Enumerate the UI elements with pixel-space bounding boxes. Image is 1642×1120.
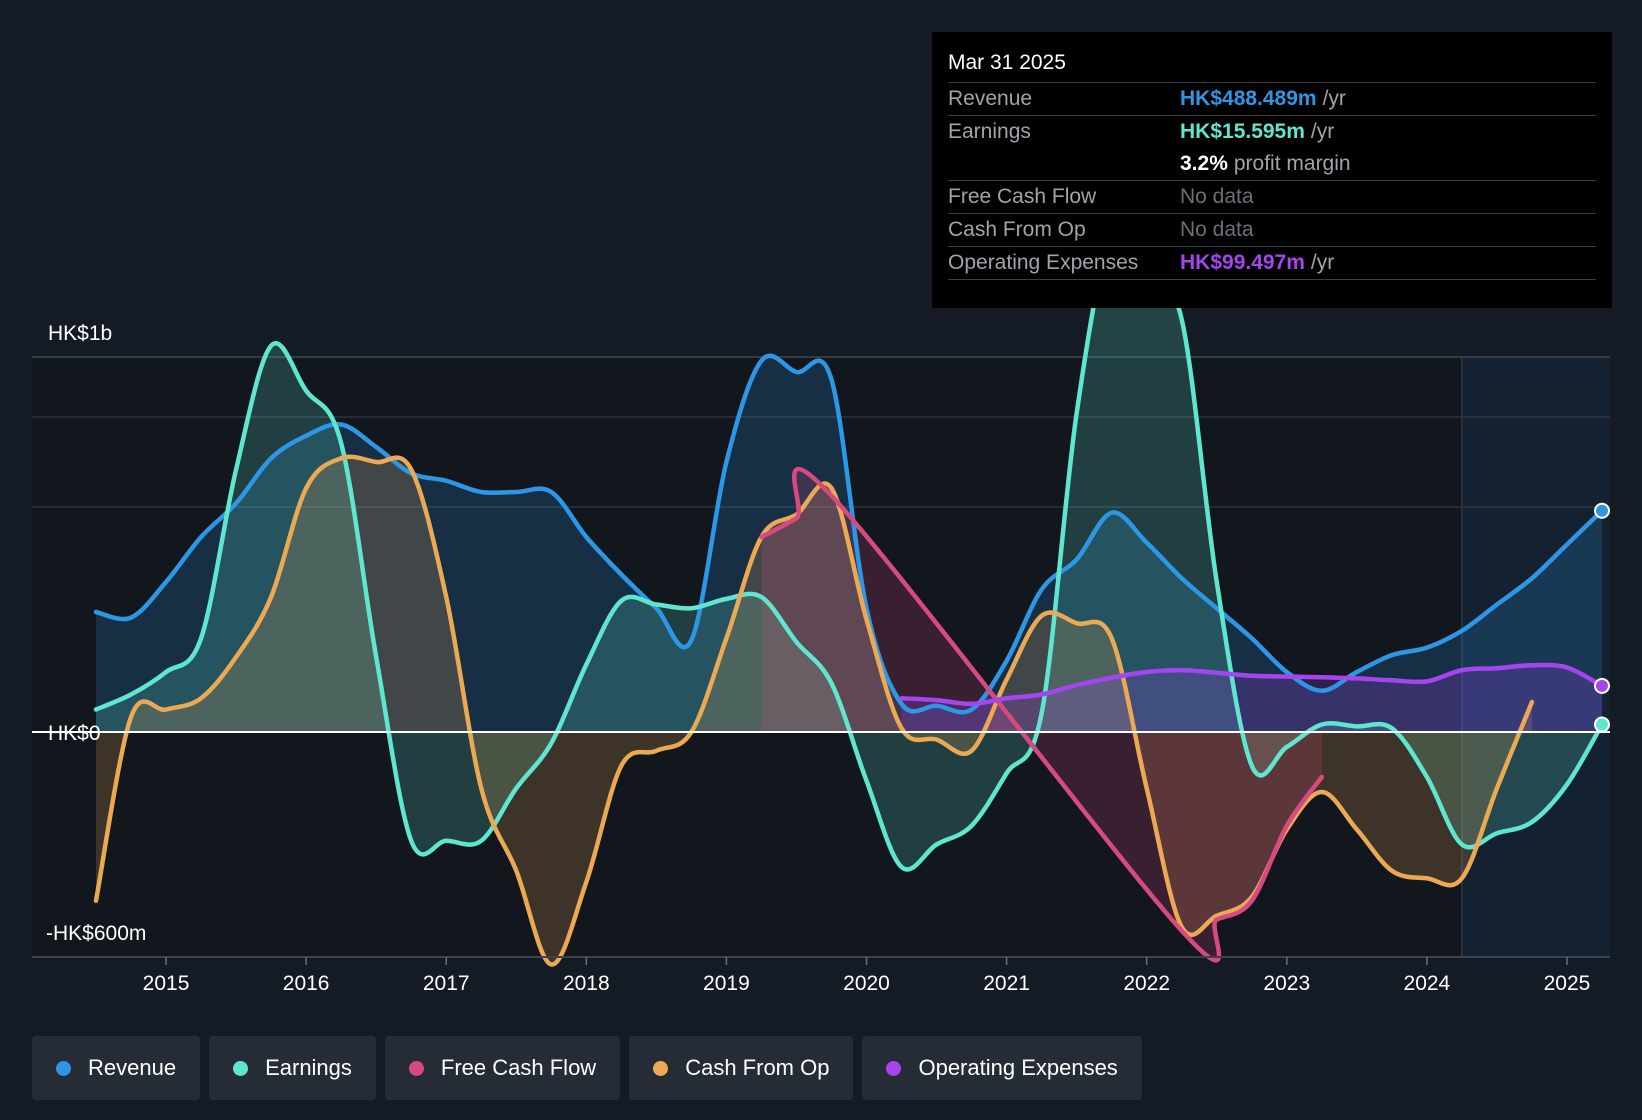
operating-expenses-dot-icon (886, 1060, 902, 1076)
legend-label-earnings: Earnings (265, 1055, 352, 1080)
tooltip-opex-unit: /yr (1310, 251, 1335, 274)
operating-expenses-end-marker (1594, 677, 1610, 694)
tooltip-fcf-value: No data (1180, 185, 1254, 208)
x-tick-label: 2019 (703, 972, 750, 995)
tooltip-opex-value: HK$99.497m (1180, 251, 1305, 274)
revenue-end-marker (1594, 502, 1610, 519)
tooltip-revenue-label: Revenue (948, 87, 1033, 110)
tooltip-cfo-value: No data (1180, 218, 1254, 241)
x-tick-label: 2022 (1123, 972, 1170, 995)
legend-item-free-cash-flow[interactable]: Free Cash Flow (384, 1036, 621, 1100)
tooltip-margin-value: 3.2% (1180, 152, 1228, 175)
x-tick-label: 2015 (143, 972, 190, 995)
tooltip-earnings-label: Earnings (948, 120, 1031, 143)
revenue-line (93, 353, 1605, 715)
tooltip-margin-text: profit margin (1233, 152, 1351, 175)
tooltip-earnings-value: HK$15.595m (1180, 120, 1305, 143)
revenue-dot-icon (56, 1060, 71, 1076)
tooltip-revenue-value: HK$488.489m (1180, 87, 1317, 110)
legend-item-cash-from-op[interactable]: Cash From Op (629, 1036, 854, 1100)
operating-expenses-line (899, 662, 1605, 707)
cash-from-op-dot-icon (653, 1060, 669, 1076)
end-markers (1594, 502, 1610, 733)
series-lines (93, 229, 1605, 967)
y-label-zero: HK$0 (48, 722, 101, 745)
legend: Revenue Earnings Free Cash Flow Cash Fro… (32, 1036, 1151, 1100)
y-label-top: HK$1b (48, 322, 112, 345)
free-cash-flow-dot-icon (408, 1060, 424, 1076)
legend-item-revenue[interactable]: Revenue (32, 1036, 201, 1100)
earnings-area (96, 231, 1602, 870)
x-tick-label: 2016 (283, 972, 330, 995)
x-tick-label: 2020 (843, 972, 890, 995)
free-cash-flow-line (759, 466, 1325, 963)
x-tick-label: 2018 (563, 972, 610, 995)
tooltip-panel: Mar 31 2025 Revenue HK$488.489m/yr Earni… (932, 32, 1612, 308)
tooltip-date: Mar 31 2025 (948, 51, 1066, 74)
tooltip-row-fcf: Free Cash Flow No data (948, 180, 1596, 213)
tooltip-row-margin: 3.2% profit margin (948, 148, 1596, 180)
tooltip-row-revenue: Revenue HK$488.489m/yr (948, 82, 1596, 115)
legend-label-revenue: Revenue (88, 1055, 177, 1080)
tooltip-row-opex: Operating Expenses HK$99.497m/yr (948, 246, 1596, 280)
tooltip-earnings-unit: /yr (1310, 120, 1335, 143)
legend-label-free-cash-flow: Free Cash Flow (440, 1055, 597, 1080)
y-label-bottom: -HK$600m (46, 922, 146, 945)
x-axis: 2015 2016 2017 2018 2019 2020 2021 2022 2023 2024… (143, 957, 1591, 995)
x-tick-label: 2025 (1544, 972, 1591, 995)
legend-label-cash-from-op: Cash From Op (685, 1055, 830, 1080)
x-tick-label: 2017 (423, 972, 470, 995)
legend-label-operating-expenses: Operating Expenses (918, 1055, 1118, 1080)
earnings-end-marker (1594, 716, 1610, 733)
forecast-region (1461, 357, 1610, 957)
earnings-line (93, 229, 1605, 872)
x-tick-label: 2021 (983, 972, 1030, 995)
tooltip-fcf-label: Free Cash Flow (948, 185, 1097, 208)
cash-from-op-area (96, 456, 1532, 965)
tooltip-revenue-unit: /yr (1322, 87, 1346, 110)
tooltip-opex-label: Operating Expenses (948, 251, 1139, 274)
free-cash-flow-area (761, 468, 1322, 961)
tooltip-row-earnings: Earnings HK$15.595m/yr (948, 115, 1596, 148)
tooltip-row-cfo: Cash From Op No data (948, 213, 1596, 246)
plot-background (32, 357, 1610, 957)
x-tick-label: 2024 (1404, 972, 1451, 995)
legend-item-operating-expenses[interactable]: Operating Expenses (862, 1036, 1142, 1100)
earnings-dot-icon (233, 1060, 249, 1076)
tooltip-cfo-label: Cash From Op (948, 218, 1086, 241)
legend-item-earnings[interactable]: Earnings (209, 1036, 376, 1100)
x-tick-label: 2023 (1263, 972, 1310, 995)
